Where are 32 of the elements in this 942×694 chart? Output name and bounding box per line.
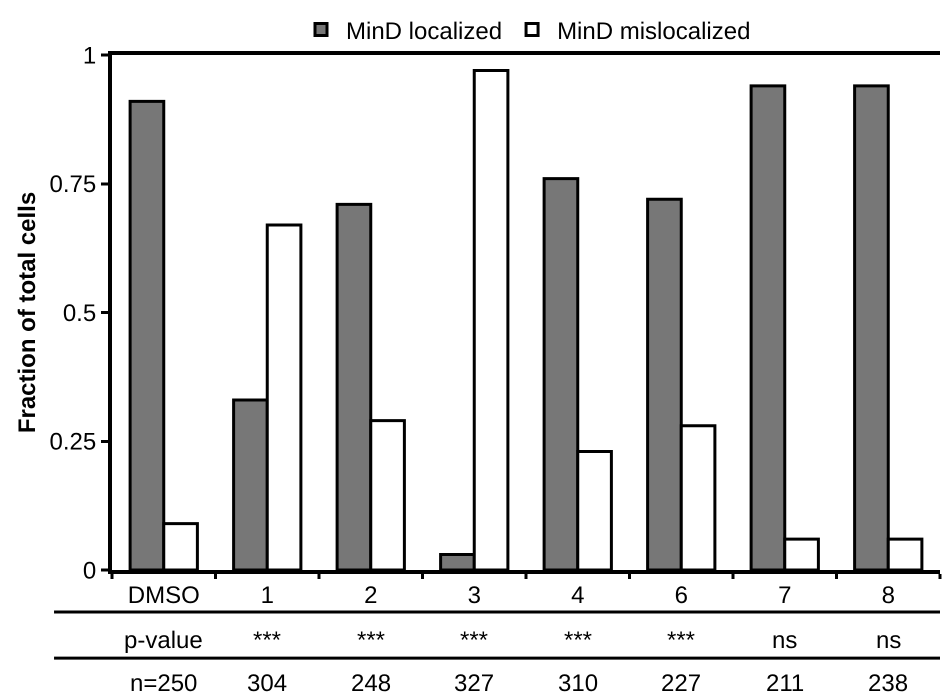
text: *** — [460, 627, 488, 654]
x-tick-label: 1 — [260, 582, 274, 609]
y-tick-label: 0.75 — [49, 171, 96, 198]
legend-label: MinD localized — [346, 18, 502, 45]
y-tick-label: 0.5 — [62, 300, 96, 327]
text: 327 — [454, 670, 494, 694]
y-tick-label: 0 — [82, 557, 96, 584]
text: *** — [357, 627, 386, 654]
x-tick-label: 7 — [778, 582, 792, 609]
y-tick-label: 1 — [82, 42, 96, 70]
text: *** — [564, 627, 592, 654]
text: 238 — [868, 670, 908, 694]
text: n=250 — [130, 670, 198, 694]
text: *** — [667, 627, 696, 654]
legend-label: MinD mislocalized — [557, 18, 750, 45]
text: 211 — [766, 670, 804, 694]
text: 310 — [558, 670, 598, 694]
x-tick-label: 2 — [364, 582, 378, 609]
text: 227 — [661, 670, 702, 694]
x-tick-label: 8 — [882, 582, 895, 609]
y-axis-title: Fraction of total cells — [14, 192, 42, 434]
x-tick-label: 6 — [674, 582, 688, 609]
y-tick-label: 0.25 — [49, 428, 96, 456]
x-tick-label: 3 — [468, 582, 481, 609]
text: ns — [772, 627, 798, 654]
text: *** — [253, 627, 282, 654]
x-tick-label: 4 — [571, 582, 584, 609]
x-tick-label: DMSO — [128, 582, 200, 609]
text: 248 — [351, 670, 392, 694]
text: ns — [876, 627, 902, 654]
text: p-value — [124, 627, 203, 654]
text: 304 — [247, 670, 288, 694]
